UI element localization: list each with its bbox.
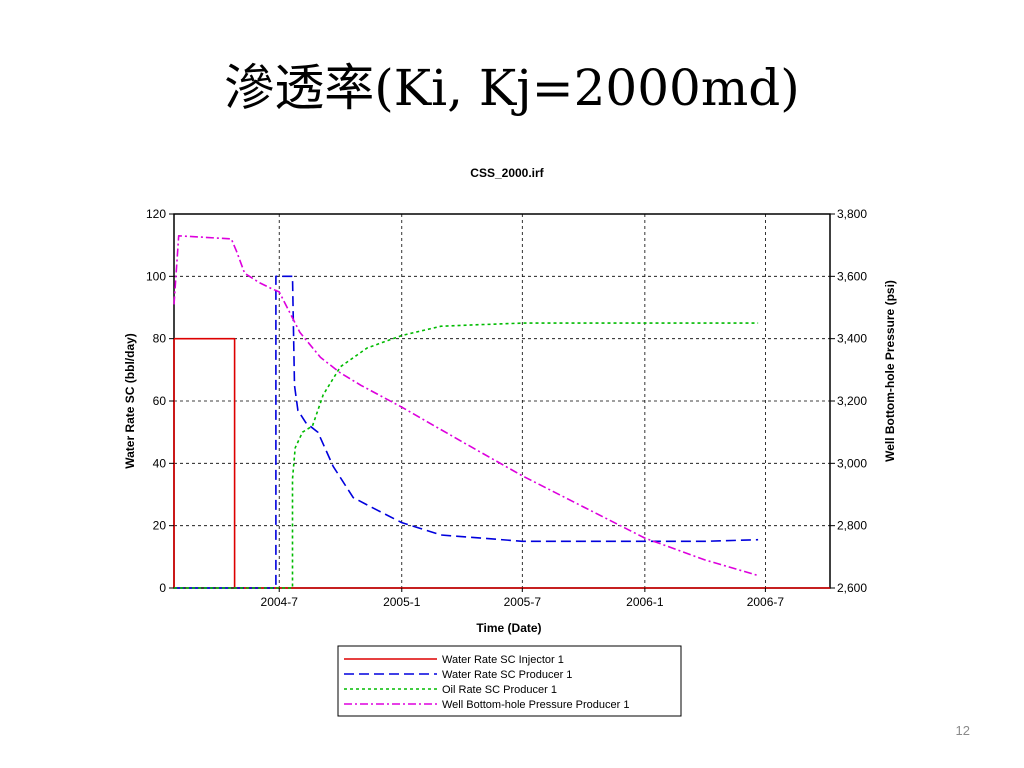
y2-axis-label: Well Bottom-hole Pressure (psi) xyxy=(883,280,897,462)
x-tick-label: 2006-7 xyxy=(747,595,785,609)
y-tick-label: 40 xyxy=(153,456,167,470)
y2-tick-label: 3,800 xyxy=(837,207,867,221)
x-tick-label: 2004-7 xyxy=(261,595,299,609)
chart: CSS_2000.irf 2004-7 2005-1 2005-7 2006-1 200… xyxy=(123,166,897,717)
slide-title: 滲透率(Ki, Kj=2000md) xyxy=(224,59,800,117)
legend: Water Rate SC Injector 1 Water Rate SC Pr… xyxy=(337,645,682,717)
y-tick-label: 20 xyxy=(153,519,167,533)
legend-label: Oil Rate SC Producer 1 xyxy=(442,684,557,696)
y2-tick-label: 3,200 xyxy=(837,394,867,408)
legend-label: Water Rate SC Injector 1 xyxy=(442,654,564,666)
gridlines xyxy=(174,214,830,588)
legend-label: Water Rate SC Producer 1 xyxy=(442,669,572,681)
y-axis-label: Water Rate SC (bbl/day) xyxy=(123,333,137,469)
y-tick-label: 100 xyxy=(146,269,166,283)
y2-tick-label: 3,000 xyxy=(837,456,867,470)
chart-title: CSS_2000.irf xyxy=(470,166,544,180)
y-tick-label: 80 xyxy=(153,332,167,346)
y2-tick-label: 2,600 xyxy=(837,581,867,595)
series-line-2 xyxy=(174,275,759,589)
axes: 2004-7 2005-1 2005-7 2006-1 2006-7 0 20 40 60 80 1… xyxy=(146,207,867,609)
series-line-3 xyxy=(174,322,759,589)
x-axis-label: Time (Date) xyxy=(476,621,541,635)
y-tick-label: 0 xyxy=(159,581,166,595)
series-line-1 xyxy=(173,337,830,589)
y-tick-label: 120 xyxy=(146,207,166,221)
y-tick-label: 60 xyxy=(153,394,167,408)
y2-tick-label: 2,800 xyxy=(837,519,867,533)
legend-label: Well Bottom-hole Pressure Producer 1 xyxy=(442,699,630,711)
x-tick-label: 2005-1 xyxy=(383,595,421,609)
series-lines xyxy=(173,235,830,589)
x-tick-label: 2006-1 xyxy=(626,595,664,609)
series-line-4 xyxy=(173,235,759,577)
x-tick-label: 2005-7 xyxy=(504,595,542,609)
slide-number: 12 xyxy=(955,723,970,738)
y2-tick-label: 3,400 xyxy=(837,332,867,346)
y2-tick-label: 3,600 xyxy=(837,269,867,283)
